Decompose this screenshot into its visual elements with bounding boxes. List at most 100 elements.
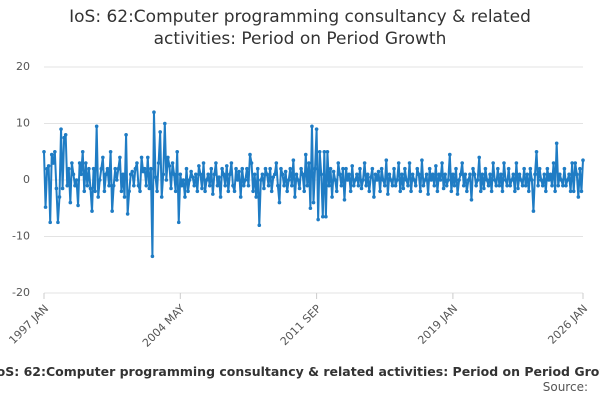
chart-title: IoS: 62:Computer programming consultancy… bbox=[69, 7, 531, 49]
point bbox=[132, 183, 136, 188]
point bbox=[113, 166, 118, 171]
point bbox=[260, 172, 265, 177]
point bbox=[237, 169, 241, 174]
point bbox=[483, 166, 488, 171]
point bbox=[217, 175, 221, 179]
point bbox=[286, 178, 291, 182]
point bbox=[80, 149, 85, 154]
point bbox=[559, 178, 564, 182]
point bbox=[193, 172, 198, 177]
point bbox=[48, 220, 52, 225]
point bbox=[570, 161, 574, 165]
point bbox=[271, 175, 276, 179]
point bbox=[189, 169, 193, 174]
x-tick-label: 2004 MAY bbox=[140, 302, 188, 350]
point bbox=[158, 130, 162, 134]
point bbox=[190, 175, 195, 179]
point bbox=[491, 161, 495, 165]
point bbox=[579, 189, 584, 194]
point bbox=[466, 178, 471, 182]
point bbox=[478, 189, 483, 194]
point bbox=[248, 152, 252, 157]
point bbox=[358, 166, 362, 171]
point bbox=[485, 178, 489, 182]
point bbox=[513, 189, 517, 194]
point bbox=[440, 161, 444, 165]
point bbox=[537, 166, 542, 171]
point bbox=[141, 169, 145, 174]
point bbox=[393, 183, 398, 188]
point bbox=[522, 166, 526, 171]
point bbox=[149, 166, 153, 171]
point bbox=[277, 200, 282, 205]
point bbox=[328, 166, 333, 171]
point bbox=[320, 214, 325, 219]
point bbox=[547, 178, 551, 182]
point bbox=[242, 183, 246, 188]
point bbox=[334, 189, 339, 194]
point bbox=[412, 178, 416, 182]
point bbox=[578, 166, 582, 171]
point bbox=[486, 183, 491, 188]
point bbox=[108, 149, 113, 154]
point bbox=[325, 149, 330, 154]
point bbox=[161, 172, 166, 177]
point bbox=[506, 166, 511, 171]
point bbox=[404, 178, 409, 182]
point bbox=[226, 189, 231, 194]
point bbox=[426, 192, 430, 196]
point bbox=[269, 189, 274, 194]
point bbox=[531, 209, 536, 213]
point bbox=[447, 152, 452, 157]
point bbox=[536, 183, 540, 188]
point bbox=[119, 189, 124, 194]
point bbox=[116, 166, 121, 171]
point bbox=[127, 189, 131, 194]
point bbox=[461, 183, 466, 188]
point bbox=[492, 178, 497, 182]
point bbox=[297, 186, 302, 191]
point bbox=[136, 183, 141, 188]
point bbox=[235, 178, 240, 182]
point bbox=[296, 178, 300, 182]
point bbox=[231, 183, 235, 188]
point bbox=[135, 161, 139, 165]
point bbox=[313, 166, 317, 171]
point bbox=[469, 197, 474, 202]
point bbox=[432, 183, 437, 188]
point bbox=[87, 166, 91, 171]
y-tick-label: 10 bbox=[16, 117, 30, 130]
point bbox=[49, 152, 54, 157]
point bbox=[125, 212, 130, 216]
point bbox=[341, 166, 345, 171]
point bbox=[266, 183, 271, 188]
point bbox=[514, 161, 519, 165]
point bbox=[290, 183, 294, 188]
point bbox=[342, 197, 347, 202]
point bbox=[463, 172, 468, 177]
point bbox=[520, 183, 525, 188]
point bbox=[551, 161, 556, 165]
point bbox=[359, 186, 364, 191]
point bbox=[446, 178, 451, 182]
point bbox=[530, 178, 534, 182]
point bbox=[382, 183, 387, 188]
point bbox=[43, 205, 48, 209]
point bbox=[224, 164, 229, 168]
point bbox=[68, 200, 73, 205]
point bbox=[91, 166, 96, 171]
point bbox=[252, 172, 257, 177]
point bbox=[139, 155, 144, 160]
point bbox=[54, 186, 59, 191]
point bbox=[458, 172, 463, 177]
point bbox=[183, 195, 187, 199]
point bbox=[482, 186, 486, 191]
point bbox=[223, 183, 228, 188]
point bbox=[564, 183, 568, 188]
point bbox=[488, 172, 492, 177]
point bbox=[372, 195, 376, 199]
point bbox=[180, 183, 184, 188]
point bbox=[314, 127, 319, 131]
point bbox=[88, 186, 93, 191]
point bbox=[101, 155, 105, 160]
